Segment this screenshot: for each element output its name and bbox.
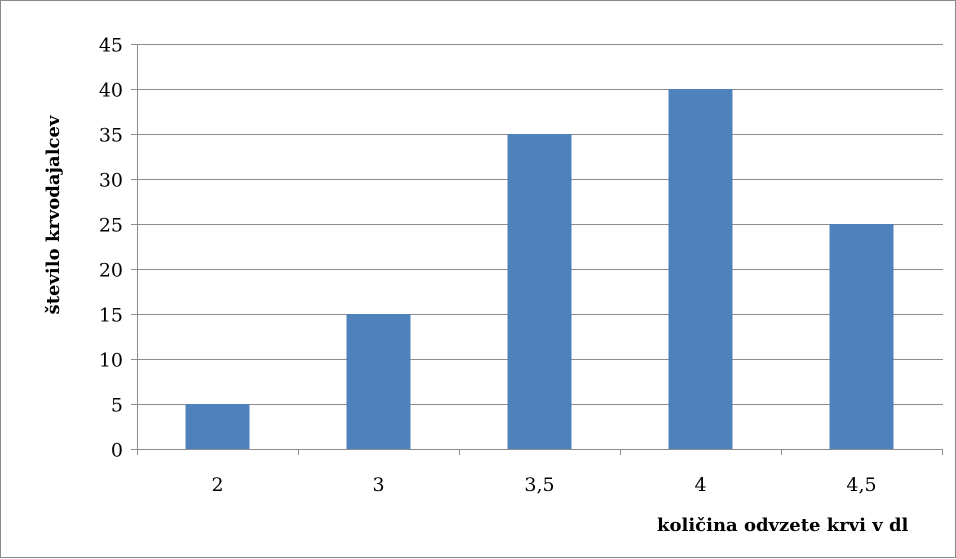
x-tick-label: 4,5 — [846, 474, 876, 496]
bar-4 — [668, 89, 733, 449]
y-tick-label: 30 — [99, 170, 123, 192]
x-tick-label: 4 — [694, 474, 706, 496]
x-axis-title: količina odvzete krvi v dl — [657, 515, 909, 536]
bar-4-5 — [829, 224, 894, 449]
axes — [131, 44, 943, 455]
x-tick-label: 2 — [211, 474, 223, 496]
bar-3 — [346, 314, 411, 449]
tick-labels: 0 5 10 15 20 25 30 35 40 45 2 3 3,5 4 4,5 — [99, 35, 877, 497]
y-tick-label: 35 — [99, 125, 123, 147]
y-tick-label: 45 — [99, 35, 123, 57]
y-tick-label: 0 — [111, 440, 123, 462]
y-tick-label: 10 — [99, 350, 123, 372]
y-tick-label: 5 — [111, 395, 123, 417]
bar-2 — [185, 404, 250, 449]
bars — [185, 89, 894, 449]
y-tick-label: 20 — [99, 260, 123, 282]
x-tick-label: 3,5 — [524, 474, 554, 496]
y-tick-label: 40 — [99, 80, 123, 102]
y-axis-title: število krvodajalcev — [43, 115, 64, 314]
y-tick-label: 15 — [99, 305, 123, 327]
x-tick-label: 3 — [372, 474, 384, 496]
bar-3-5 — [507, 134, 572, 449]
y-tick-label: 25 — [99, 215, 123, 237]
